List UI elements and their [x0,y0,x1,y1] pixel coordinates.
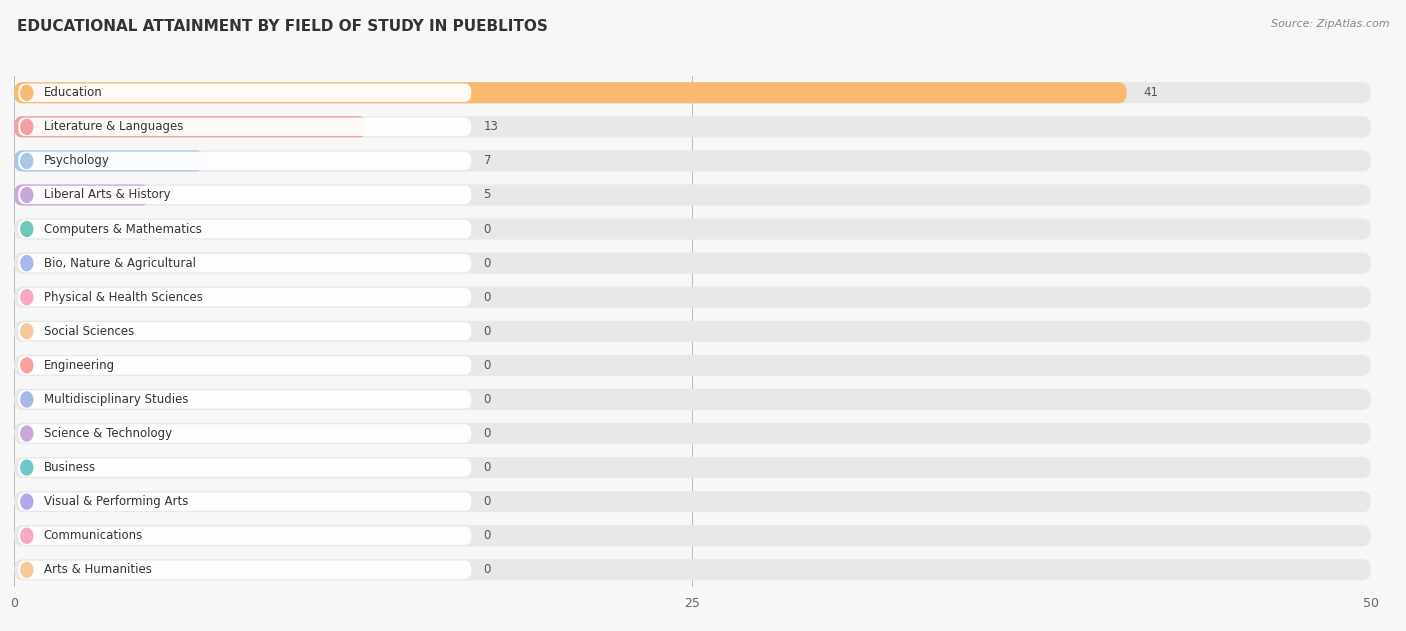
Circle shape [21,426,32,441]
Text: 0: 0 [484,325,491,338]
Text: Arts & Humanities: Arts & Humanities [44,563,152,576]
Circle shape [21,324,32,339]
FancyBboxPatch shape [18,424,471,443]
Circle shape [21,358,32,373]
FancyBboxPatch shape [14,389,1371,410]
Circle shape [21,153,32,168]
FancyBboxPatch shape [18,186,471,204]
FancyBboxPatch shape [14,150,1371,172]
Text: Liberal Arts & History: Liberal Arts & History [44,189,170,201]
Circle shape [21,460,32,475]
Text: EDUCATIONAL ATTAINMENT BY FIELD OF STUDY IN PUEBLITOS: EDUCATIONAL ATTAINMENT BY FIELD OF STUDY… [17,19,548,34]
Circle shape [21,187,32,203]
FancyBboxPatch shape [18,288,471,307]
Text: Science & Technology: Science & Technology [44,427,172,440]
FancyBboxPatch shape [18,526,471,545]
Text: Education: Education [44,86,103,99]
Text: Source: ZipAtlas.com: Source: ZipAtlas.com [1271,19,1389,29]
Text: 0: 0 [484,427,491,440]
Circle shape [21,290,32,305]
Text: 0: 0 [484,393,491,406]
Circle shape [21,494,32,509]
Text: Multidisciplinary Studies: Multidisciplinary Studies [44,393,188,406]
Text: Computers & Mathematics: Computers & Mathematics [44,223,201,235]
Text: 13: 13 [484,121,498,133]
FancyBboxPatch shape [18,458,471,477]
FancyBboxPatch shape [14,184,150,206]
Text: Social Sciences: Social Sciences [44,325,134,338]
FancyBboxPatch shape [14,491,1371,512]
FancyBboxPatch shape [14,423,1371,444]
FancyBboxPatch shape [18,220,471,239]
FancyBboxPatch shape [18,254,471,273]
Text: 0: 0 [484,257,491,269]
FancyBboxPatch shape [14,355,1371,376]
FancyBboxPatch shape [14,321,1371,342]
FancyBboxPatch shape [18,390,471,409]
FancyBboxPatch shape [14,184,1371,206]
Text: 5: 5 [484,189,491,201]
Text: 0: 0 [484,291,491,304]
Text: Physical & Health Sciences: Physical & Health Sciences [44,291,202,304]
FancyBboxPatch shape [14,82,1371,103]
Circle shape [21,119,32,134]
FancyBboxPatch shape [14,559,1371,581]
FancyBboxPatch shape [18,356,471,375]
Text: Bio, Nature & Agricultural: Bio, Nature & Agricultural [44,257,195,269]
Text: Engineering: Engineering [44,359,115,372]
Text: 7: 7 [484,155,491,167]
FancyBboxPatch shape [18,117,471,136]
FancyBboxPatch shape [14,116,1371,138]
Circle shape [21,528,32,543]
FancyBboxPatch shape [14,218,1371,240]
FancyBboxPatch shape [14,286,1371,308]
FancyBboxPatch shape [14,116,367,138]
Text: Psychology: Psychology [44,155,110,167]
FancyBboxPatch shape [14,525,1371,546]
FancyBboxPatch shape [18,83,471,102]
Text: 0: 0 [484,359,491,372]
Text: 41: 41 [1143,86,1159,99]
Text: 0: 0 [484,223,491,235]
Text: 0: 0 [484,563,491,576]
Text: Business: Business [44,461,96,474]
FancyBboxPatch shape [14,150,204,172]
FancyBboxPatch shape [14,252,1371,274]
FancyBboxPatch shape [14,82,1126,103]
Text: 0: 0 [484,461,491,474]
FancyBboxPatch shape [18,151,471,170]
Circle shape [21,221,32,237]
FancyBboxPatch shape [14,457,1371,478]
Text: Literature & Languages: Literature & Languages [44,121,183,133]
Text: Communications: Communications [44,529,143,542]
FancyBboxPatch shape [18,492,471,511]
Circle shape [21,256,32,271]
FancyBboxPatch shape [18,560,471,579]
Text: 0: 0 [484,495,491,508]
Text: Visual & Performing Arts: Visual & Performing Arts [44,495,188,508]
Circle shape [21,392,32,407]
Text: 0: 0 [484,529,491,542]
Circle shape [21,85,32,100]
Circle shape [21,562,32,577]
FancyBboxPatch shape [18,322,471,341]
